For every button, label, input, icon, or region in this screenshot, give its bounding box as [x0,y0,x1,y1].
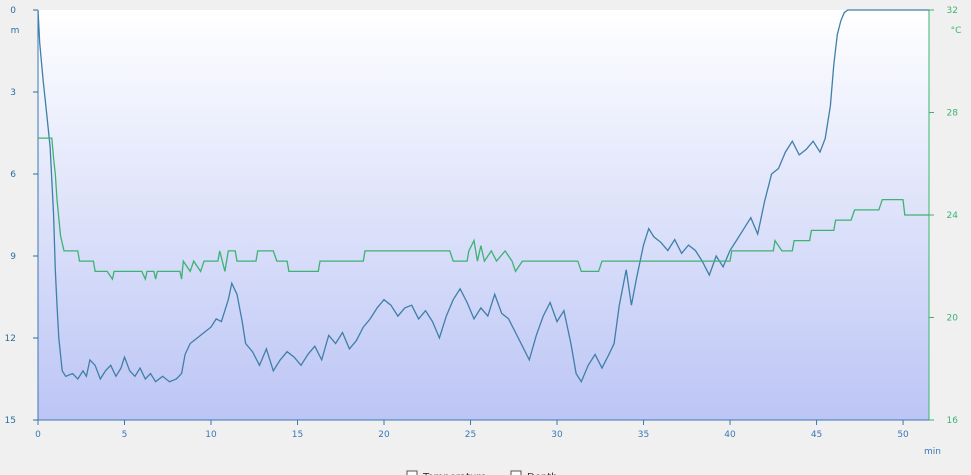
right-tick-label: 32 [947,6,958,16]
right-tick-label: 20 [947,314,959,324]
left-tick-label: 6 [10,170,16,180]
left-tick-label: 9 [10,252,16,262]
x-tick-label: 0 [35,430,41,440]
left-tick-label: 15 [5,416,16,426]
depth-series-line [37,9,929,384]
legend-swatch [406,470,418,475]
left-axis-unit: m [11,26,20,36]
right-axis-unit: °C [951,26,962,36]
left-tick-label: 0 [10,6,16,16]
x-tick-label: 45 [811,430,822,440]
x-tick-label: 15 [292,430,303,440]
x-tick-label: 20 [378,430,390,440]
right-tick-label: 28 [947,109,959,119]
legend-swatch [510,470,522,475]
temperature-series-line [38,137,929,282]
legend-label: Temperature [422,472,486,475]
x-tick-label: 5 [122,430,128,440]
x-tick-label: 30 [551,430,563,440]
x-axis-unit: min [924,447,941,457]
x-tick-label: 35 [638,430,649,440]
x-tick-label: 40 [724,430,736,440]
x-tick-label: 25 [465,430,476,440]
x-tick-label: 10 [205,430,217,440]
legend-label: Depth [527,472,557,475]
plot-area [38,10,929,420]
left-tick-label: 12 [5,334,16,344]
right-tick-label: 24 [947,211,959,221]
left-tick-label: 3 [10,88,16,98]
right-tick-label: 16 [947,416,959,426]
x-tick-label: 50 [897,430,909,440]
